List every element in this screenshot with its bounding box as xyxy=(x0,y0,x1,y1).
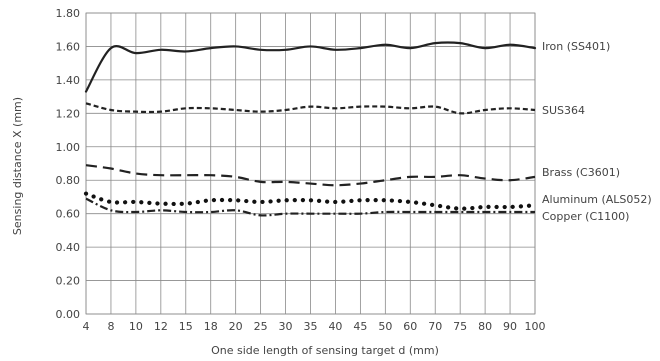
x-tick-label: 18 xyxy=(204,320,218,333)
x-tick-label: 10 xyxy=(129,320,143,333)
series-labels: Iron (SS401) SUS364 Brass (C3601) Aluminum … xyxy=(542,40,652,223)
series-lines xyxy=(83,41,538,217)
series-label-3: Aluminum (ALS052) xyxy=(542,193,652,206)
y-tick-label: 0.60 xyxy=(56,208,81,221)
series-line-2 xyxy=(85,164,536,187)
y-tick-label: 1.20 xyxy=(56,107,81,120)
x-axis-title: One side length of sensing target d (mm) xyxy=(211,344,439,357)
x-tick-label: 8 xyxy=(107,320,114,333)
y-tick-labels: 0.00 0.20 0.40 0.60 0.80 1.00 1.20 1.40 1.60 1.80 xyxy=(56,7,81,321)
x-tick-label: 100 xyxy=(525,320,546,333)
x-tick-label: 25 xyxy=(254,320,268,333)
series-line-1 xyxy=(85,102,536,115)
series-label-4: Copper (C1100) xyxy=(542,210,629,223)
series-line-0 xyxy=(84,41,537,93)
y-tick-label: 1.60 xyxy=(56,40,81,53)
y-tick-label: 1.80 xyxy=(56,7,81,20)
y-tick-label: 0.40 xyxy=(56,241,81,254)
x-tick-label: 70 xyxy=(428,320,442,333)
x-tick-label: 20 xyxy=(229,320,243,333)
x-tick-labels: 4 8 10 12 15 18 20 25 30 35 40 45 50 60 70 75 80 90 100 xyxy=(83,320,546,333)
grid xyxy=(85,12,536,315)
x-tick-label: 80 xyxy=(478,320,492,333)
x-tick-label: 12 xyxy=(154,320,168,333)
x-tick-label: 50 xyxy=(378,320,392,333)
x-tick-label: 45 xyxy=(353,320,367,333)
y-tick-label: 1.00 xyxy=(56,141,81,154)
x-tick-label: 40 xyxy=(328,320,342,333)
series-label-0: Iron (SS401) xyxy=(542,40,610,53)
y-tick-label: 1.40 xyxy=(56,74,81,87)
y-tick-label: 0.20 xyxy=(56,275,81,288)
y-tick-label: 0.00 xyxy=(56,308,81,321)
series-line-3 xyxy=(83,191,538,211)
y-axis-title: Sensing distance X (mm) xyxy=(11,97,24,235)
series-label-2: Brass (C3601) xyxy=(542,166,620,179)
x-tick-label: 60 xyxy=(403,320,417,333)
plot-frame xyxy=(85,12,536,315)
x-tick-label: 4 xyxy=(83,320,90,333)
x-tick-label: 75 xyxy=(453,320,467,333)
series-line-4 xyxy=(85,197,535,217)
x-tick-label: 35 xyxy=(304,320,318,333)
series-label-1: SUS364 xyxy=(542,104,585,117)
x-tick-label: 90 xyxy=(503,320,517,333)
x-tick-label: 15 xyxy=(179,320,193,333)
x-tick-label: 30 xyxy=(279,320,293,333)
y-tick-label: 0.80 xyxy=(56,174,81,187)
